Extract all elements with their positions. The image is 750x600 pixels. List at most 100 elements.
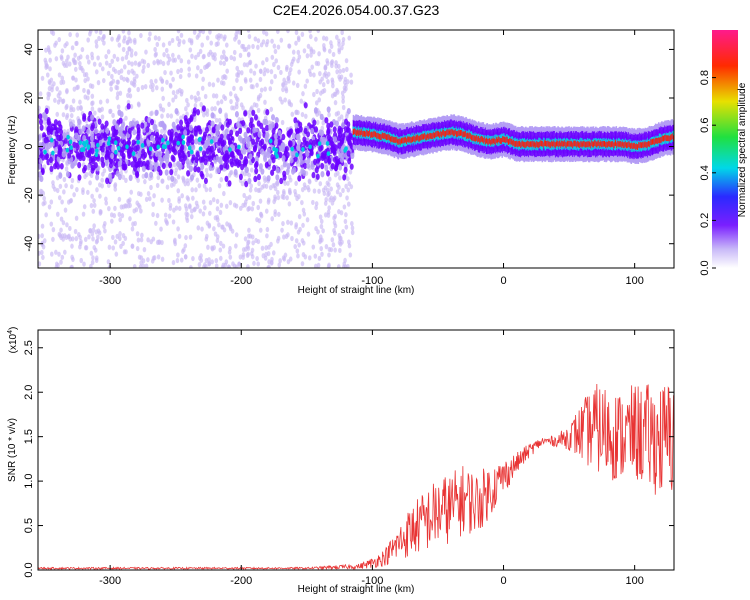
spectrogram-cell: [146, 237, 150, 243]
spectrogram-cell: [147, 196, 152, 202]
spectrogram-cell: [242, 62, 247, 68]
spectrogram-cell: [233, 169, 238, 176]
spectrogram-cell: [63, 249, 67, 255]
spectrogram-cell: [224, 175, 229, 183]
spectrogram-cell: [130, 226, 135, 232]
spectrogram-cell: [315, 119, 320, 126]
spectrogram-cell: [195, 177, 200, 183]
spectrogram-cell: [204, 233, 209, 240]
spectrogram-cell: [141, 165, 146, 173]
spectrogram-cell: [274, 58, 279, 64]
spectrogram-cell: [98, 210, 103, 216]
spectrogram-cell: [326, 212, 331, 218]
spectrogram-cell: [254, 167, 259, 175]
spectrogram-cell: [344, 146, 348, 152]
spectrogram-cell: [338, 68, 342, 74]
spectrogram-cell: [64, 166, 69, 172]
spectrogram-cell: [211, 82, 216, 88]
spectrogram-cell: [69, 112, 74, 119]
spectrogram-cell: [214, 263, 219, 268]
spectrogram-cell: [177, 205, 182, 212]
spectrogram-cell: [207, 261, 212, 267]
spectrogram-cell: [187, 72, 191, 78]
spectrogram-cell: [317, 51, 321, 57]
spectrogram-cell: [350, 152, 355, 160]
spectrogram-cell: [345, 176, 350, 182]
spectrogram-cell: [238, 205, 243, 211]
spectrogram-cell: [146, 62, 151, 68]
spectrogram-cell: [343, 218, 348, 225]
spectrogram-cell: [202, 183, 207, 189]
spectrogram-cell: [161, 60, 166, 67]
spectrogram-cell: [78, 140, 83, 146]
spectrogram-cell: [230, 228, 235, 234]
spectrogram-cell: [148, 31, 152, 37]
spectrogram-cell: [168, 161, 173, 169]
spectrogram-cell: [296, 37, 301, 43]
spectrogram-cell: [209, 40, 214, 46]
spectrogram-cell: [151, 211, 155, 218]
spectrogram-cell: [180, 144, 185, 151]
spectrogram-cell: [202, 134, 207, 141]
spectrogram-cell: [207, 257, 211, 263]
spectrogram-cell: [295, 82, 300, 88]
spectrogram-cell: [88, 83, 93, 89]
spectrogram-cell: [200, 42, 205, 48]
spectrogram-cell: [214, 93, 219, 99]
spectrogram-cell: [301, 251, 306, 258]
spectrogram-cell: [104, 53, 108, 60]
spectrogram-cell: [239, 85, 243, 92]
spectrogram-cell: [54, 249, 58, 255]
spectrogram-cell: [324, 244, 329, 250]
spectrogram-cell: [51, 227, 56, 233]
spectrogram-cell: [285, 195, 289, 201]
spectrogram-cell: [346, 187, 351, 193]
spectrogram-cell: [77, 123, 81, 130]
spectrogram-cell: [82, 204, 87, 210]
spectrogram-cell: [241, 252, 246, 258]
spectrogram-cell: [182, 39, 186, 45]
spectrogram-cell: [179, 58, 184, 64]
spectrogram-cell: [223, 262, 228, 268]
spectrogram-cell: [174, 108, 179, 115]
spectrogram-cell: [145, 126, 150, 133]
spectrogram-cell: [45, 72, 50, 78]
spectrogram-cell: [215, 34, 219, 40]
spectrogram-cell: [204, 167, 209, 173]
spectrogram-cell: [348, 252, 353, 258]
spectrogram-cell: [193, 125, 198, 133]
spectrogram-cell: [326, 170, 331, 177]
spectrogram-cell: [136, 139, 140, 145]
spectrogram-cell: [203, 64, 207, 71]
spectrogram-cell: [320, 251, 324, 257]
spectrogram-cell: [83, 77, 88, 84]
spectrogram-cell: [124, 203, 129, 209]
spectrogram-cell: [187, 145, 192, 151]
spectrogram-cell: [330, 200, 335, 206]
spectrogram-cell: [246, 264, 250, 268]
spectrogram-cell: [228, 199, 233, 206]
spectrogram-cell: [285, 64, 289, 70]
spectrogram-cell: [62, 176, 67, 183]
spectrogram-cell: [146, 140, 151, 147]
spectrogram-cell: [113, 205, 117, 211]
spectrogram-cell: [287, 201, 292, 207]
spectrogram-cell: [61, 60, 66, 66]
spectrogram-cell: [217, 117, 222, 124]
spectrogram-cell: [90, 122, 95, 129]
spectrogram-cell: [276, 64, 281, 71]
spectrogram-cell: [86, 88, 91, 95]
spectrogram-cell: [135, 144, 140, 151]
spectrogram-cell: [324, 164, 329, 172]
spectrogram-cell: [314, 263, 318, 268]
spectrogram-cell: [98, 62, 102, 68]
spectrogram-cell: [279, 177, 284, 185]
spectrogram-cell: [272, 146, 276, 152]
spectrogram-cell: [246, 251, 251, 257]
spectrogram-cell: [219, 255, 223, 261]
spectrogram-cell: [144, 263, 149, 268]
spectrogram-cell: [262, 71, 267, 77]
spectrogram-cell: [312, 91, 316, 98]
spectrogram-cell: [126, 69, 131, 75]
spectrogram-cell: [317, 97, 322, 103]
